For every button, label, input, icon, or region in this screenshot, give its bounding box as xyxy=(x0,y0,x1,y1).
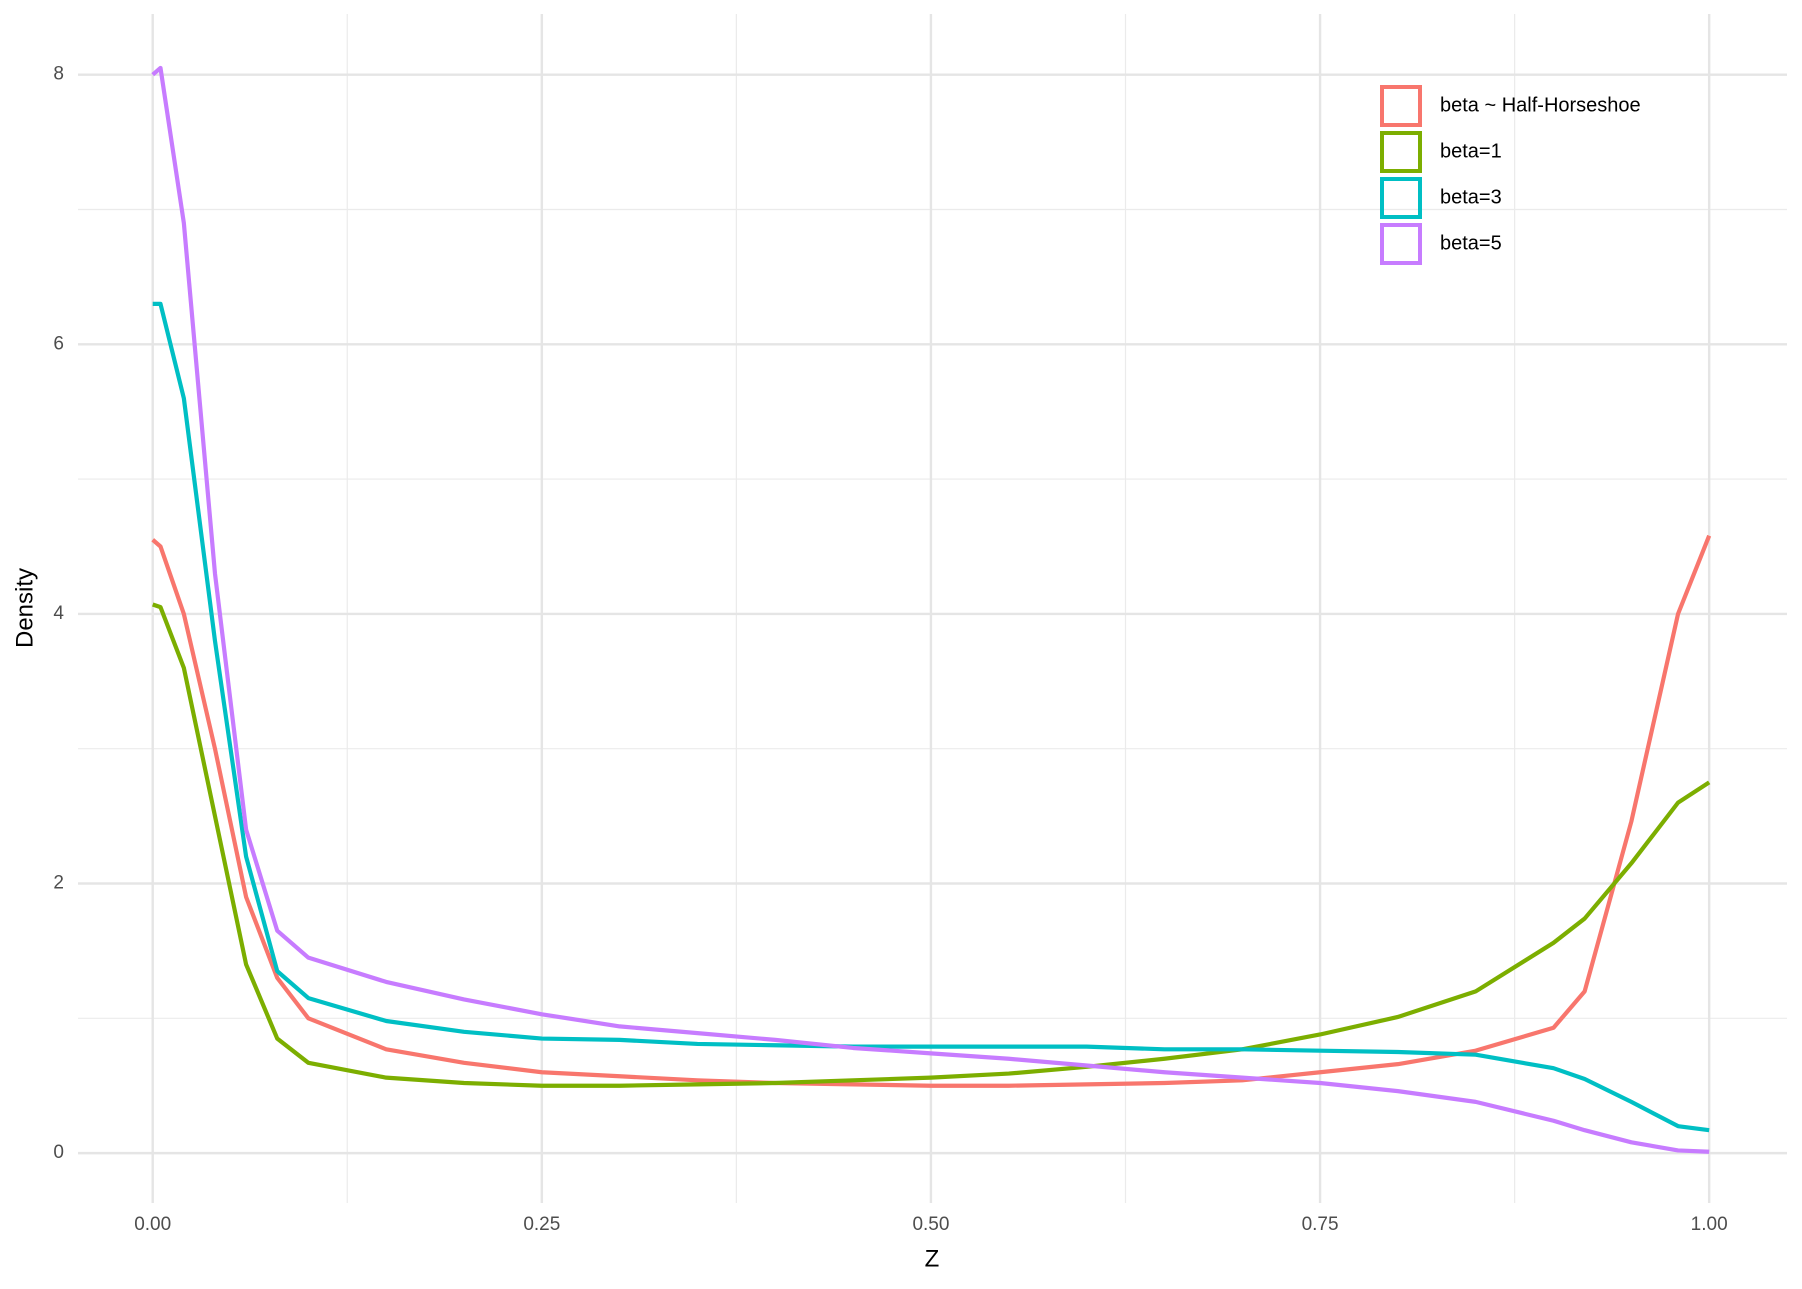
x-axis-title: Z xyxy=(925,1245,940,1272)
legend-label: beta=3 xyxy=(1440,186,1502,208)
x-tick-label: 0.50 xyxy=(912,1214,949,1235)
legend-key xyxy=(1380,177,1422,219)
y-tick-label: 2 xyxy=(53,873,64,894)
legend-key xyxy=(1380,131,1422,173)
x-tick-label: 1.00 xyxy=(1691,1214,1728,1235)
x-tick-label: 0.25 xyxy=(523,1214,560,1235)
density-line xyxy=(151,534,1712,1088)
y-axis-title: Density xyxy=(11,568,38,648)
x-tick-label: 0.00 xyxy=(134,1214,171,1235)
y-tick-label: 8 xyxy=(53,64,64,85)
legend-label: beta=5 xyxy=(1440,232,1502,254)
y-tick-label: 0 xyxy=(53,1142,64,1163)
legend-label: beta=1 xyxy=(1440,140,1502,162)
legend-key xyxy=(1380,85,1422,127)
y-tick-label: 4 xyxy=(53,603,64,624)
x-tick-label: 0.75 xyxy=(1302,1214,1339,1235)
legend-key xyxy=(1380,223,1422,265)
density-line xyxy=(151,65,1710,1154)
density-line xyxy=(152,602,1711,1088)
y-tick-label: 6 xyxy=(53,333,64,354)
legend-label: beta ~ Half-Horseshoe xyxy=(1440,94,1641,116)
